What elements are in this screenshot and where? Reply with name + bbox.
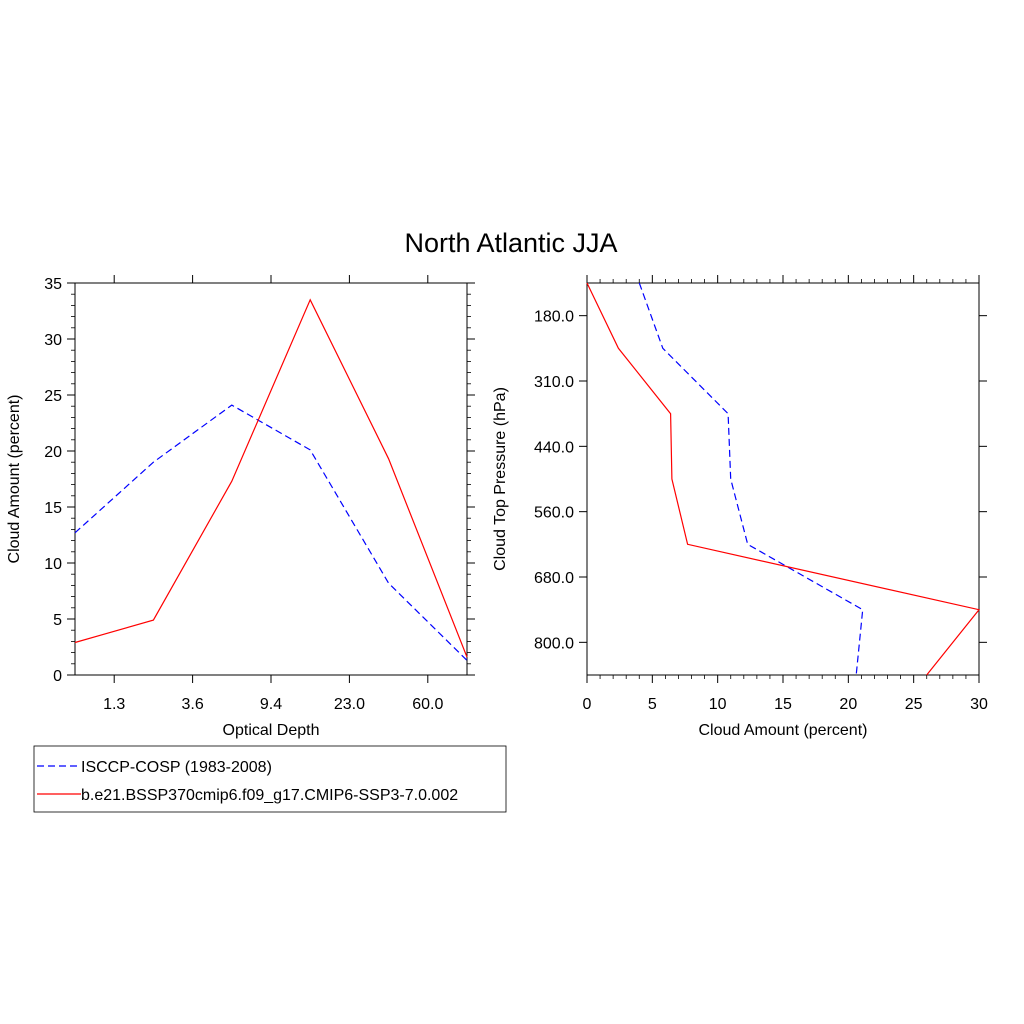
left-x-axis-label: Optical Depth (223, 722, 320, 739)
left-y-tick-label: 20 (44, 444, 62, 461)
right-lines (586, 282, 981, 676)
left-y-tick-label: 25 (44, 388, 62, 405)
legend-box (33, 745, 507, 813)
left-y-tick-label: 35 (44, 276, 62, 293)
right-plot-frame (586, 282, 980, 676)
right-y-tick-label: 310.0 (534, 374, 574, 391)
right-x-tick-label: 10 (709, 696, 727, 713)
left-series-line-0 (74, 404, 468, 661)
left-y-tick-label: 10 (44, 556, 62, 573)
left-x-tick-label: 60.0 (412, 696, 443, 713)
right-y-axis-label: Cloud Top Pressure (hPa) (492, 387, 509, 571)
left-x-tick-label: 9.4 (260, 696, 282, 713)
left-y-tick-label: 5 (53, 612, 62, 629)
right-series-line-0 (638, 282, 864, 676)
left-lines (74, 298, 468, 661)
right-x-axis-label: Cloud Amount (percent) (699, 722, 868, 739)
legend-label-isccp: ISCCP-COSP (1983-2008) (81, 759, 272, 776)
left-ticks: 0 5 10 15 20 25 30 35 1.3 3.6 9.4 23.0 60.0 (44, 275, 475, 713)
right-y-tick-label: 680.0 (534, 570, 574, 587)
left-y-tick-label: 15 (44, 500, 62, 517)
legend-label-model: b.e21.BSSP370cmip6.f09_g17.CMIP6-SSP3-7.… (81, 787, 458, 804)
right-series-line-1 (586, 282, 981, 676)
right-x-tick-label: 5 (648, 696, 657, 713)
right-y-tick-label: 180.0 (534, 309, 574, 326)
right-y-tick-label: 800.0 (534, 635, 574, 652)
left-x-tick-label: 3.6 (181, 696, 203, 713)
right-x-tick-label: 30 (970, 696, 988, 713)
optical-depth-panel: 0 5 10 15 20 25 30 35 1.3 3.6 9.4 23.0 60.0 Optical … (6, 275, 475, 739)
left-x-tick-label: 1.3 (103, 696, 125, 713)
right-y-tick-label: 560.0 (534, 505, 574, 522)
right-y-tick-label: 440.0 (534, 439, 574, 456)
left-plot-frame (74, 282, 468, 676)
pressure-panel: 0 5 10 15 20 25 30 180.0 310.0 440.0 560.0 680.0 800… (492, 275, 988, 739)
left-x-tick-label: 23.0 (334, 696, 365, 713)
right-x-tick-label: 20 (839, 696, 857, 713)
left-series-line-1 (74, 298, 468, 658)
right-x-tick-label: 25 (905, 696, 923, 713)
right-ticks: 0 5 10 15 20 25 30 180.0 310.0 440.0 560.0 680.0 800… (534, 275, 988, 713)
left-y-tick-label: 30 (44, 332, 62, 349)
left-y-axis-label: Cloud Amount (percent) (6, 395, 23, 564)
legend: ISCCP-COSP (1983-2008) b.e21.BSSP370cmip… (33, 745, 507, 813)
left-y-tick-label: 0 (53, 668, 62, 685)
right-x-tick-label: 15 (774, 696, 792, 713)
chart-title: North Atlantic JJA (404, 228, 617, 258)
right-x-tick-label: 0 (583, 696, 592, 713)
